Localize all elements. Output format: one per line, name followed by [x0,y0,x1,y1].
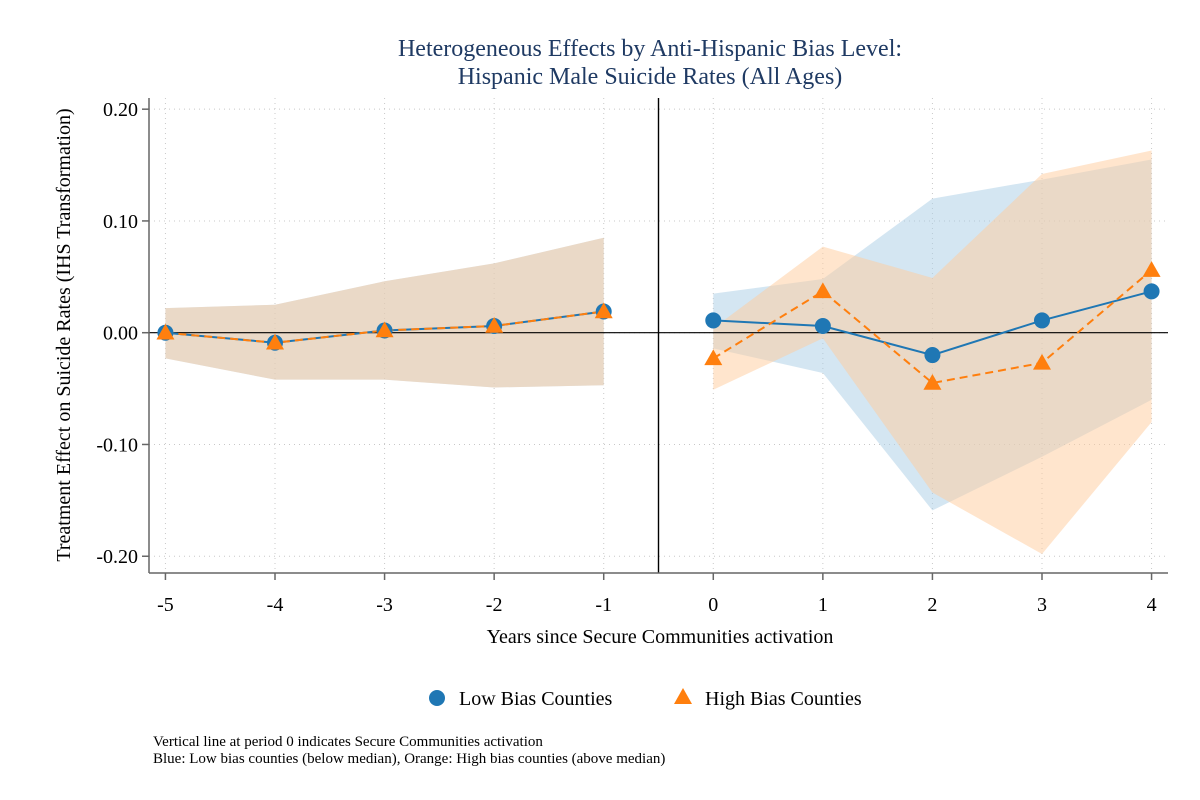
y-tick-label: 0.00 [103,323,138,345]
x-tick-label: -5 [157,594,174,616]
y-tick-label: 0.20 [103,99,138,121]
legend-marker-low-bias [429,690,445,706]
data-point-high-bias [485,317,504,333]
data-point-high-bias [923,374,942,390]
ci-band-high-bias [165,237,604,388]
data-point-high-bias [1142,261,1161,277]
legend-label-low-bias: Low Bias Counties [459,688,613,710]
x-tick-label: -3 [376,594,393,616]
legend-marker-high-bias [674,688,692,704]
data-point-low-bias [1033,312,1050,329]
data-point-high-bias [266,333,285,350]
x-tick-label: -1 [595,594,612,616]
data-point-high-bias [156,323,175,340]
x-tick-label: 0 [708,594,718,616]
x-tick-label: 3 [1037,594,1047,616]
y-tick-label: 0.10 [103,211,138,233]
note-line-2: Blue: Low bias counties (below median), … [153,751,665,767]
x-tick-label: 1 [818,594,828,616]
x-tick-label: -2 [486,594,503,616]
data-point-high-bias [594,302,613,319]
series-line-high-bias [712,269,1153,385]
data-point-high-bias [1032,353,1051,370]
note-line-1: Vertical line at period 0 indicates Secu… [153,734,543,750]
x-tick-label: 2 [927,594,937,616]
x-axis-title: Years since Secure Communities activatio… [487,626,834,648]
data-point-high-bias [813,282,832,299]
legend: Low Bias Counties High Bias Counties [429,688,862,710]
chart-subtitle: Hispanic Male Suicide Rates (All Ages) [458,64,843,90]
y-axis-title: Treatment Effect on Suicide Rates (IHS T… [53,108,75,561]
plot-area: 0.20 0.10 0.00 -0.10 -0.20 -5 -4 -3 -2 -1 0 1 2 3 4 [96,98,1168,616]
data-point-low-bias [705,312,722,329]
data-point-low-bias [1143,283,1160,300]
legend-label-high-bias: High Bias Counties [705,688,862,710]
x-tick-label: -4 [267,594,284,616]
data-point-low-bias [924,347,941,364]
chart-title: Heterogeneous Effects by Anti-Hispanic B… [398,36,902,62]
data-point-high-bias [375,321,394,338]
y-tick-label: -0.10 [96,434,138,456]
data-point-high-bias [704,349,723,366]
y-tick-label: -0.20 [96,546,138,568]
x-tick-label: 4 [1147,594,1157,616]
data-point-low-bias [814,318,831,334]
series-line-high-bias [165,310,604,344]
